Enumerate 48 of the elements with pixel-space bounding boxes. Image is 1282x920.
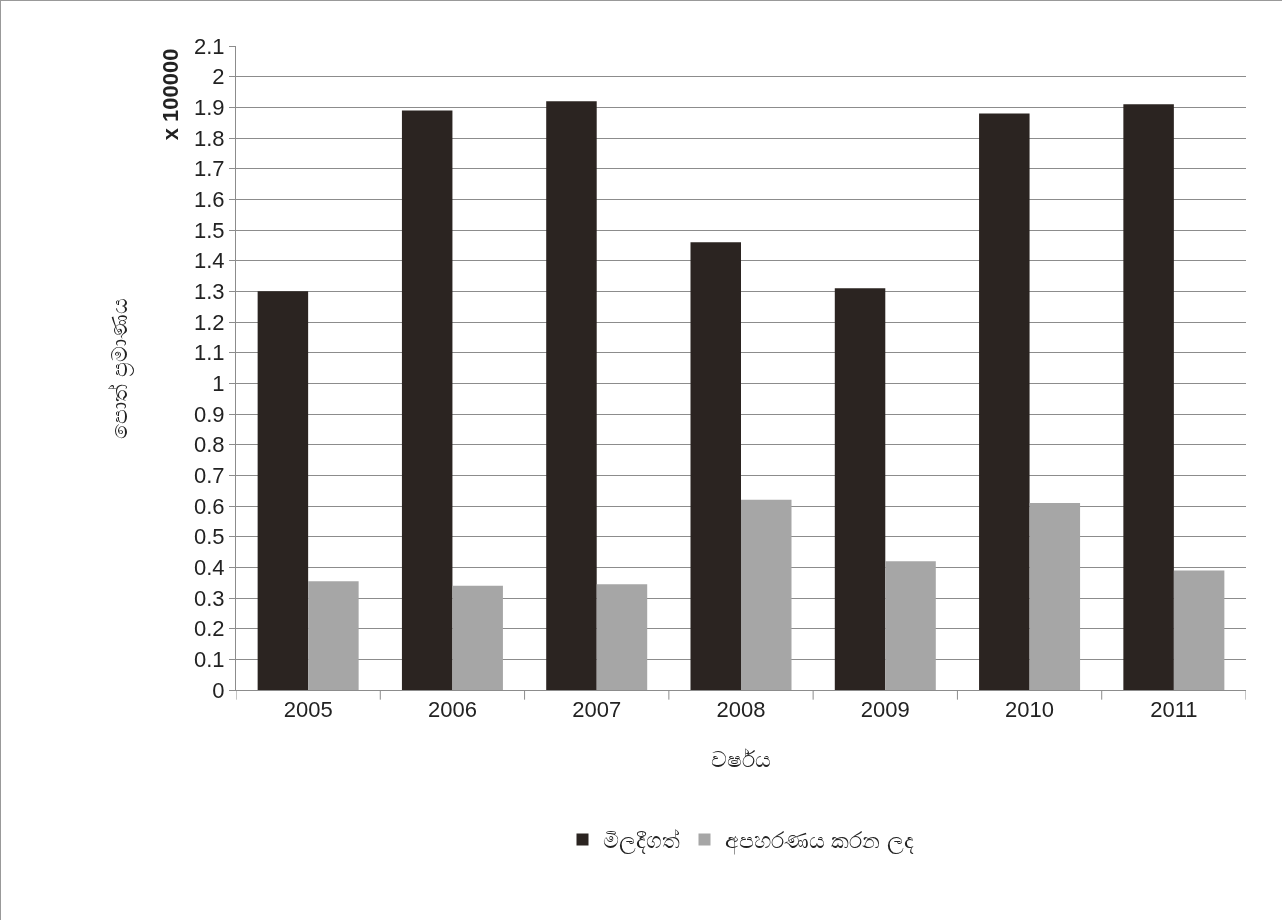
y-tick-label: 0 (212, 677, 225, 703)
x-tick-label: 2008 (716, 697, 766, 723)
bar (741, 499, 792, 690)
y-tick-label: 0.8 (194, 432, 225, 458)
x-tick-label: 2006 (427, 697, 477, 723)
bar (1173, 570, 1225, 690)
bar (1029, 502, 1081, 690)
x-axis-title: වර්ෂය (711, 747, 771, 773)
bar (979, 113, 1030, 690)
y-tick-label: 1 (212, 371, 225, 397)
bar (834, 288, 886, 690)
y-tick-label: 0.3 (194, 585, 225, 611)
y-tick-label: 0.2 (194, 616, 225, 642)
y-tick-label: 1.2 (194, 309, 225, 335)
bar (546, 101, 597, 690)
text: x 100000 (158, 48, 184, 141)
y-tick-label: 0.7 (194, 463, 225, 489)
y-tick-label: 1.9 (194, 95, 225, 121)
y-tick-label: 1.6 (194, 187, 225, 213)
bar (885, 561, 936, 690)
x-tick-label: 2010 (1005, 697, 1055, 723)
y-tick-label: 2 (212, 64, 225, 90)
y-tick-label: 1.5 (194, 217, 225, 243)
bar (401, 110, 453, 690)
bar (690, 242, 741, 690)
bar (1123, 104, 1174, 690)
y-tick-label: 1.8 (194, 125, 225, 151)
bar (596, 584, 648, 690)
y-tick-label: 0.4 (194, 555, 225, 581)
y-tick-label: 1.7 (194, 156, 225, 182)
y-tick-label: 2.1 (194, 33, 225, 59)
legend-label: මිලදීගත් (602, 828, 680, 855)
x-tick-label: 2009 (860, 697, 910, 723)
y-tick-label: 1.4 (194, 248, 225, 274)
y-tick-label: 0.1 (194, 647, 225, 673)
x-tick-label: 2007 (572, 697, 622, 723)
y-tick-label: 1.3 (194, 279, 225, 305)
y-axis-title: පොත් ප්‍රමාණය (106, 297, 134, 439)
y-tick-label: 1.1 (194, 340, 225, 366)
legend-label: අපහරණය කරන ලද (724, 828, 915, 856)
x-tick-label: 2005 (283, 697, 333, 723)
y-tick-label: 0.5 (194, 524, 225, 550)
bar (308, 581, 359, 690)
x-tick-label: 2011 (1150, 697, 1198, 723)
bar (257, 291, 309, 690)
y-tick-label: 0.9 (194, 401, 225, 427)
y-tick-label: 0.6 (194, 493, 225, 519)
bar (452, 585, 503, 690)
